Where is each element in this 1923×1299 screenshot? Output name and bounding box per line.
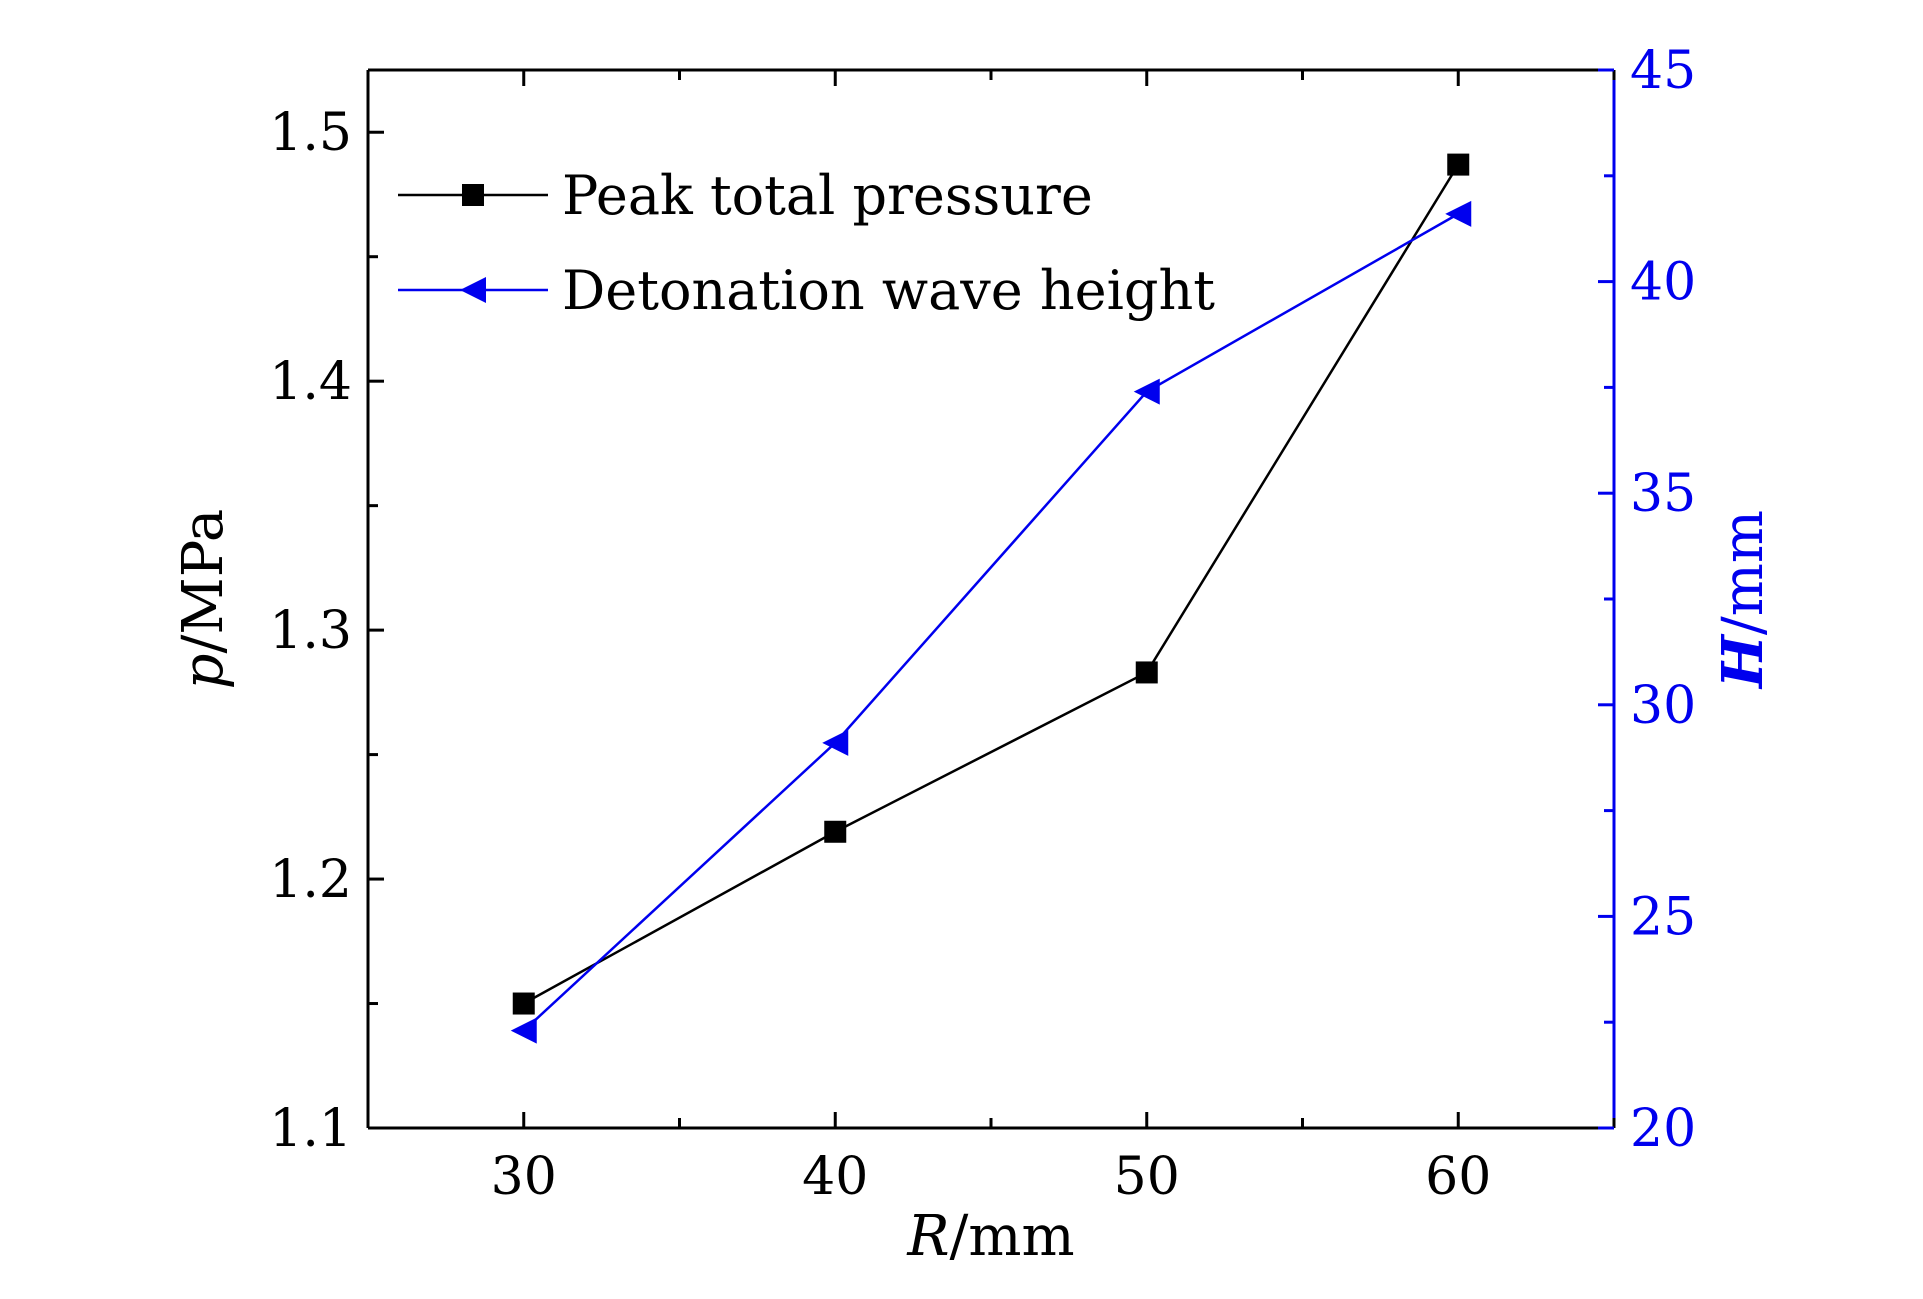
- right-y-axis-title: H/mm: [1710, 510, 1776, 690]
- series-detonation-wave-height: [510, 200, 1472, 1044]
- data-point-triangle: [1445, 200, 1472, 227]
- left-y-axis-title: p/MPa: [171, 509, 236, 690]
- legend: Peak total pressure Detonation wave heigh…: [398, 164, 1215, 322]
- right-y-axis-symbol: H: [1710, 633, 1776, 690]
- data-point-square: [824, 820, 847, 843]
- x-axis-symbol: R: [906, 1204, 949, 1269]
- data-point-triangle: [1133, 378, 1160, 405]
- legend-label: Peak total pressure: [562, 164, 1093, 227]
- x-axis: 30 40 50 60: [366, 70, 1616, 1207]
- data-point-triangle: [822, 729, 849, 756]
- right-y-tick-label: 25: [1630, 887, 1696, 947]
- data-point-square: [1135, 661, 1158, 684]
- left-y-tick-label: 1.2: [269, 850, 352, 910]
- series-layer: [510, 153, 1472, 1044]
- x-tick-label: 60: [1425, 1147, 1491, 1207]
- left-y-tick-label: 1.4: [269, 352, 352, 412]
- legend-marker-square: [462, 184, 484, 206]
- series-line: [523, 163, 1460, 1005]
- series-line: [522, 212, 1459, 1032]
- x-axis-unit: /mm: [950, 1204, 1075, 1269]
- right-y-tick-label: 40: [1630, 253, 1696, 313]
- left-y-tick-label: 1.1: [269, 1099, 352, 1159]
- x-tick-label: 50: [1114, 1147, 1180, 1207]
- left-y-axis-symbol: p: [171, 653, 236, 689]
- right-y-tick-label: 45: [1630, 41, 1696, 101]
- legend-item: Detonation wave height: [398, 259, 1215, 322]
- data-point-triangle: [510, 1017, 537, 1044]
- legend-item: Peak total pressure: [398, 164, 1093, 227]
- data-point-square: [1447, 153, 1470, 176]
- x-tick-label: 30: [491, 1147, 557, 1207]
- legend-marker-triangle: [460, 277, 486, 303]
- left-y-tick-label: 1.5: [269, 103, 352, 163]
- left-y-axis: 1.1 1.2 1.3 1.4 1.5: [269, 103, 384, 1159]
- right-y-axis: 20 25 30 35 40 45: [1598, 41, 1696, 1159]
- plot-frame: [366, 68, 1616, 1130]
- data-point-square: [512, 992, 535, 1015]
- x-axis-title: R/mm: [906, 1204, 1074, 1269]
- right-y-axis-unit: /mm: [1711, 510, 1776, 635]
- right-y-tick-label: 20: [1630, 1099, 1696, 1159]
- left-y-tick-label: 1.3: [269, 601, 352, 661]
- right-y-tick-label: 35: [1630, 464, 1696, 524]
- left-y-axis-unit: /MPa: [171, 509, 236, 654]
- legend-label: Detonation wave height: [562, 259, 1215, 322]
- series-peak-total-pressure: [512, 153, 1470, 1015]
- right-y-tick-label: 30: [1630, 676, 1696, 736]
- x-tick-label: 40: [802, 1147, 868, 1207]
